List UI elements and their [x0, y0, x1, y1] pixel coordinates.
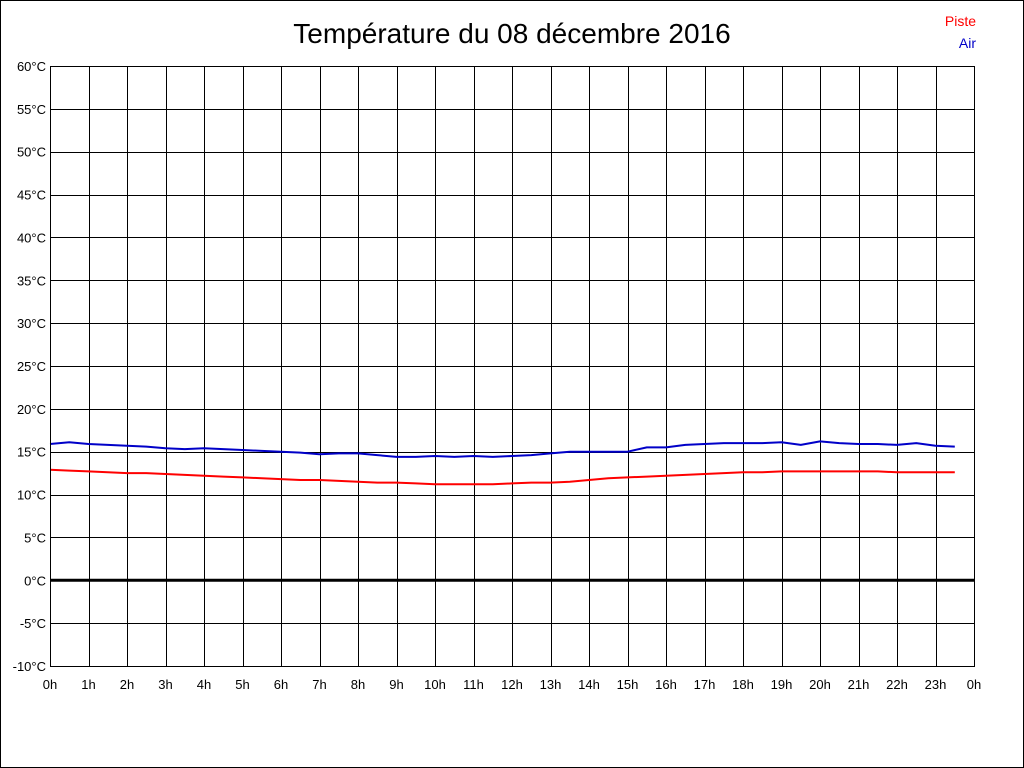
x-tick-label: 3h [158, 677, 172, 692]
x-tick-label: 13h [540, 677, 562, 692]
x-axis-labels: 0h 1h 2h 3h 4h 5h 6h 7h 8h 9h 10h 11h 12h 13h 14h 15h 16… [43, 677, 981, 692]
x-tick-label: 6h [274, 677, 288, 692]
y-tick-label: -10°C [13, 659, 46, 674]
x-tick-label: 10h [424, 677, 446, 692]
x-tick-label: 18h [732, 677, 754, 692]
y-axis-labels: -10°C -5°C 0°C 5°C 10°C 15°C 20°C 25°C 30°C 35°C 4… [13, 59, 46, 674]
axis-layer [50, 66, 975, 667]
y-tick-label: 20°C [17, 402, 46, 417]
legend-air: Air [958, 35, 976, 51]
y-tick-label: 55°C [17, 102, 46, 117]
y-tick-label: 50°C [17, 145, 46, 160]
y-tick-label: 30°C [17, 316, 46, 331]
x-tick-label: 2h [120, 677, 134, 692]
x-tick-label: 22h [886, 677, 908, 692]
x-tick-label: 21h [848, 677, 870, 692]
x-tick-label: 14h [578, 677, 600, 692]
y-tick-label: -5°C [20, 616, 46, 631]
x-tick-label: 7h [312, 677, 326, 692]
chart-title: Température du 08 décembre 2016 [293, 18, 731, 49]
y-tick-label: 5°C [24, 530, 46, 545]
series-line-air [49, 440, 955, 458]
x-tick-label: 17h [694, 677, 716, 692]
x-tick-label: 0h [43, 677, 57, 692]
y-tick-label: 60°C [17, 59, 46, 74]
y-tick-label: 25°C [17, 359, 46, 374]
plot-area-border [50, 66, 975, 667]
series-layer [49, 440, 955, 486]
x-tick-label: 20h [809, 677, 831, 692]
x-tick-label: 1h [81, 677, 95, 692]
x-tick-label: 8h [351, 677, 365, 692]
x-tick-label: 19h [771, 677, 793, 692]
x-tick-label: 4h [197, 677, 211, 692]
legend-piste: Piste [944, 13, 976, 29]
y-tick-label: 40°C [17, 230, 46, 245]
x-tick-label: 5h [235, 677, 249, 692]
y-tick-label: 10°C [17, 488, 46, 503]
y-tick-label: 45°C [17, 188, 46, 203]
x-tick-label: 16h [655, 677, 677, 692]
y-tick-label: 35°C [17, 273, 46, 288]
y-tick-label: 0°C [24, 573, 46, 588]
x-tick-label: 11h [463, 677, 484, 692]
x-tick-label: 9h [389, 677, 403, 692]
series-line-piste [49, 468, 955, 486]
x-tick-label: 0h [967, 677, 981, 692]
x-tick-label: 23h [925, 677, 947, 692]
y-tick-label: 15°C [17, 445, 46, 460]
x-tick-label: 12h [501, 677, 523, 692]
grid-lines [50, 66, 975, 667]
x-tick-label: 15h [617, 677, 639, 692]
